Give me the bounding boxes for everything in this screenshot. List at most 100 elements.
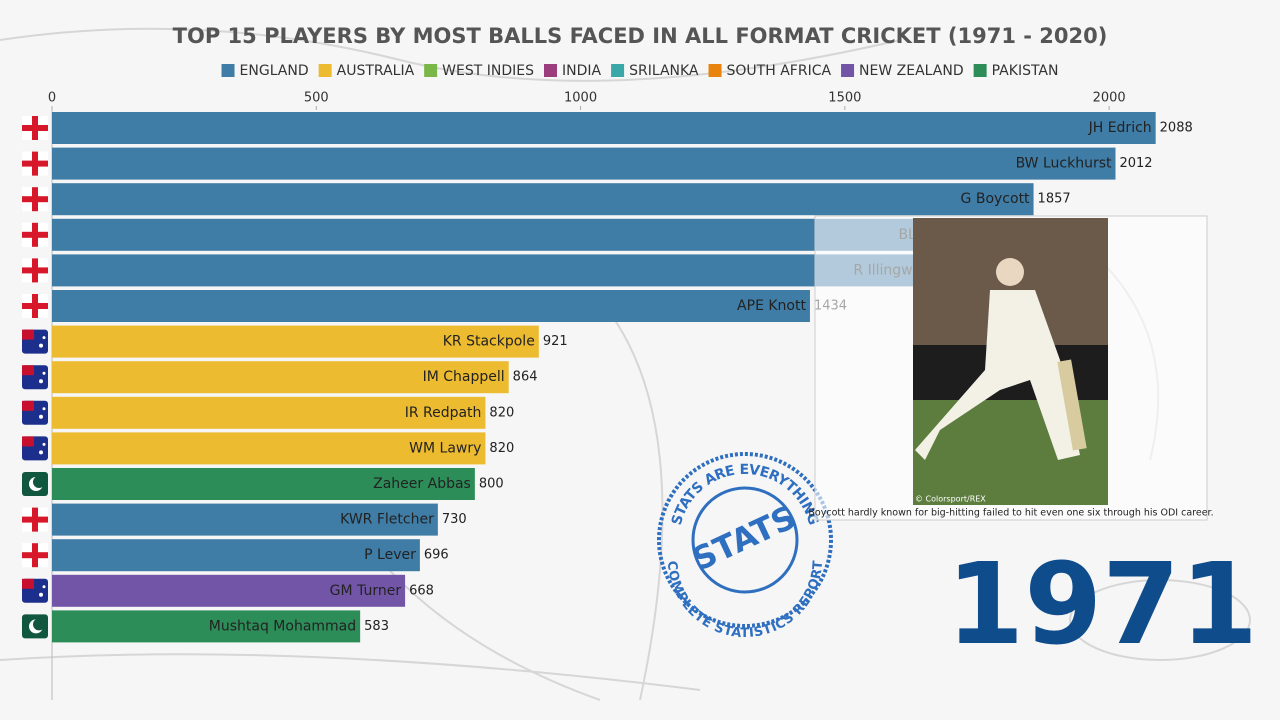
flag-star [42,371,46,375]
flag [22,294,48,318]
bar-name-label: KWR Fletcher [340,512,434,528]
stamp-ring [657,452,833,628]
plot: 0 500 1000 1500 2000 JH Edrich 2088 BW Luckhurs… [22,91,1193,700]
flag-star [42,336,46,340]
value-label: 583 [364,619,389,634]
x-tick-label: 1500 [828,91,861,106]
photo-credit: © Colorsport/REX [915,495,986,504]
legend-swatch [424,64,438,77]
flag [22,543,48,568]
bar [52,468,475,500]
flag-cross [22,125,48,131]
legend-swatch [543,64,557,77]
flag [22,365,48,390]
flag-union [22,365,34,376]
flag-moon-cut [33,476,45,488]
bar-name-label: GM Turner [330,583,402,599]
flag-cross [22,303,48,309]
bar-name-label: Mushtaq Mohammad [209,618,356,634]
flag [22,578,48,603]
legend-label: AUSTRALIA [337,63,415,79]
photo-player-head [996,258,1024,286]
legend: ENGLAND AUSTRALIA WEST INDIES INDIA SRILANKA… [221,63,1059,79]
flag-moon-cut [33,618,45,631]
bar [52,290,810,322]
flag [22,400,48,425]
flag-star [39,379,43,384]
bar-name-label: JH Edrich [1088,120,1152,136]
legend-item: NEW ZEALAND [841,63,964,79]
bar [52,539,420,572]
flag-cross [22,231,48,238]
flag-union [22,436,34,447]
photo-bat [1057,359,1087,451]
value-label: 2012 [1119,156,1152,171]
value-label: 2088 [1160,121,1193,136]
legend-label: PAKISTAN [992,63,1059,79]
value-label: 820 [489,441,514,456]
value-label: 668 [409,583,434,598]
flag-star [39,414,43,419]
legend-item: INDIA [543,63,602,79]
flag-star [39,450,43,455]
flag-star [42,407,46,411]
legend-swatch [318,64,332,77]
value-label: 921 [543,334,568,349]
flag-union [22,578,34,589]
flag-cross [22,552,48,559]
flag-cross [22,196,48,203]
legend-item: AUSTRALIA [318,63,415,79]
value-label: 800 [479,477,504,492]
flag-star [42,442,46,446]
bar-name-label: P Lever [364,547,416,563]
value-label: 1857 [1038,192,1071,207]
legend-item: PAKISTAN [973,63,1059,79]
flag-cross [22,516,48,523]
bar [52,396,486,429]
legend-label: SOUTH AFRICA [727,63,832,79]
bar-name-label: APE Knott [737,298,806,314]
bar-name-label: BW Luckhurst [1016,156,1112,172]
x-tick-label: 500 [304,91,329,106]
x-tick-label: 2000 [1093,91,1126,106]
flag [22,222,48,247]
bar [52,325,539,358]
flag-cross [22,160,48,167]
legend-swatch [221,64,235,77]
flag [22,614,48,639]
legend-item: SOUTH AFRICA [708,63,832,79]
legend-label: INDIA [562,63,602,79]
legend-swatch [611,64,625,77]
legend-item: SRILANKA [611,63,699,79]
bar [52,503,438,536]
legend-label: ENGLAND [240,63,309,79]
legend-label: WEST INDIES [442,63,534,79]
bar [52,432,486,465]
photo-caption: Boycott hardly known for big-hitting fai… [808,508,1213,519]
bar-name-label: WM Lawry [409,440,481,456]
legend-swatch [973,64,987,77]
flag [22,187,48,212]
flag-star [39,343,43,348]
value-label: 730 [442,512,467,527]
bar [52,147,1116,180]
flag [22,151,48,176]
flag-union [22,400,34,411]
legend-item: WEST INDIES [424,63,534,79]
flag [22,472,48,496]
bar [52,254,946,287]
stamp-inner [691,486,799,594]
bar-name-label: KR Stackpole [443,334,535,350]
bar-name-label: Zaheer Abbas [373,476,471,492]
flag [22,507,48,532]
flag-star [39,592,43,597]
flag-union [22,329,34,340]
flag-star [42,585,46,589]
bar [52,112,1156,144]
legend-item: ENGLAND [221,63,309,79]
overlay-panel: © Colorsport/REX Boycott hardly known fo… [808,215,1214,521]
legend-swatch [708,64,722,77]
bar [52,574,406,607]
value-label: 864 [513,370,538,385]
